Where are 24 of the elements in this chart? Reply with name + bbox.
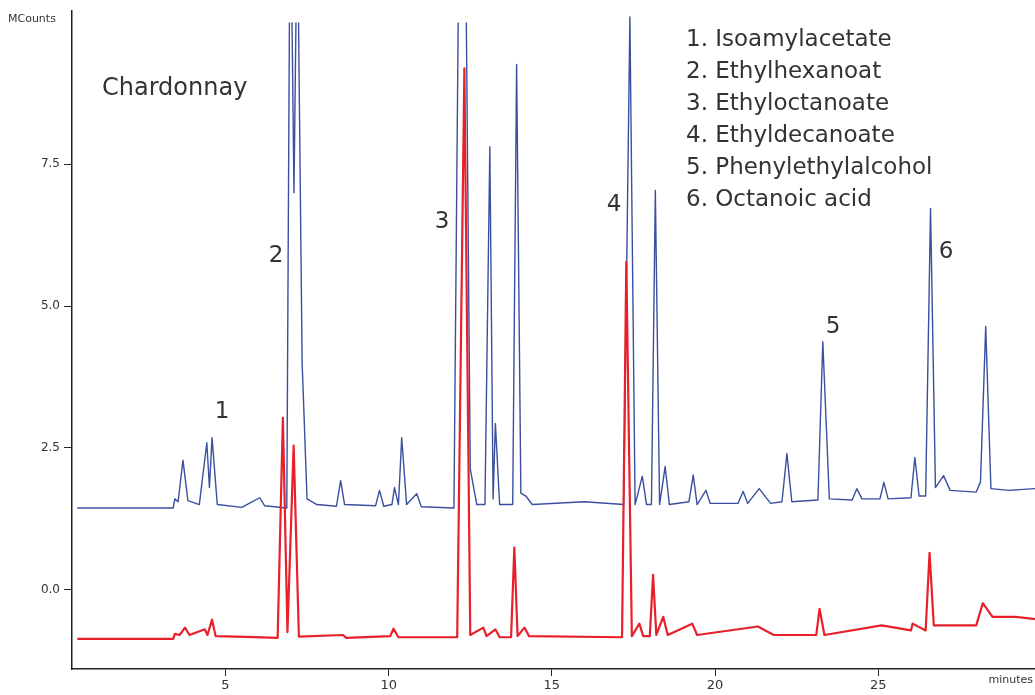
y-tick-label: 5.0 (40, 298, 60, 313)
annotation: 2 (268, 240, 284, 267)
x-tick-label: 5 (221, 677, 230, 693)
annotation: 4. Ethyldecanoate (686, 120, 895, 147)
y-tick-label: 7.5 (40, 156, 60, 171)
annotation: 3. Ethyloctanoate (686, 88, 890, 115)
annotation: 1. Isoamylacetate (686, 24, 892, 51)
x-tick-label: 20 (706, 677, 724, 693)
annotation: 6 (938, 236, 954, 263)
y-tick-label: 2.5 (40, 439, 60, 454)
x-tick-label: 15 (543, 677, 561, 693)
annotation: 3 (434, 206, 450, 233)
annotation: 1 (214, 396, 230, 423)
x-axis-title: minutes (988, 673, 1034, 686)
x-tick-label: 10 (380, 677, 397, 693)
annotation: 6. Octanoic acid (686, 184, 872, 211)
y-tick-label: 0.0 (40, 581, 60, 596)
annotation: 5. Phenylethylalcohol (686, 152, 933, 179)
y-axis-title: MCounts (8, 12, 57, 25)
annotation: 4 (606, 189, 622, 216)
x-tick-label: 25 (870, 677, 887, 693)
annotation: 5 (825, 311, 841, 338)
text: Chardonnay (102, 73, 248, 102)
annotation: 2. Ethylhexanoat (686, 56, 882, 83)
